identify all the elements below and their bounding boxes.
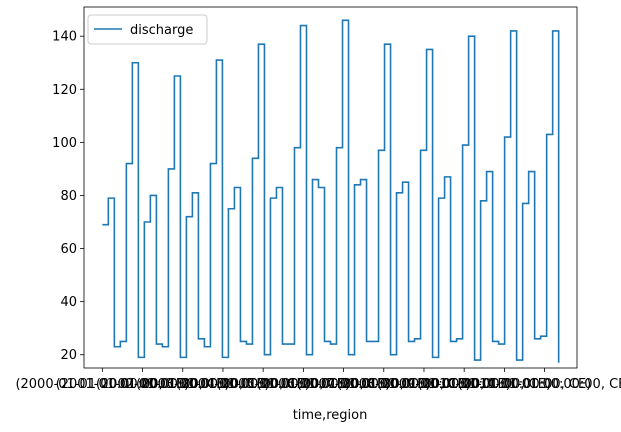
x-tick-label: (2010-01-01 00:00:00, CE) xyxy=(417,377,591,392)
series-line-discharge xyxy=(102,19,560,363)
x-tick-label: (2011-01-01 00:00:00, CE) xyxy=(458,377,621,392)
x-axis-label: time,region xyxy=(293,408,368,423)
y-tick-label: 80 xyxy=(60,189,77,204)
x-tick-label: (2009-01-01 00:00:00, CE) xyxy=(377,377,551,392)
y-tick-label: 120 xyxy=(52,83,77,98)
x-tick-label: (2005-01-01 00:00:00, CE) xyxy=(216,377,390,392)
y-tick-label: 100 xyxy=(52,136,77,151)
y-tick-label: 20 xyxy=(60,348,77,363)
x-tick-label: (2001-01-01 00:00:00, CE) xyxy=(56,377,230,392)
legend: discharge xyxy=(87,14,208,45)
y-axis: 20 40 60 80 100 120 140 xyxy=(52,30,84,363)
x-tick-label: (2007-01-01 00:00:00, CE) xyxy=(297,377,471,392)
x-tick-label: (2008-01-01 00:00:00, CE) xyxy=(337,377,511,392)
series-layer xyxy=(102,19,560,363)
plot-area xyxy=(84,7,577,368)
x-tick-label: (2003-01-01 00:00:00, CE) xyxy=(136,377,310,392)
x-axis: (2000-01-01 00:00:00, CE)(2001-01-01 00:… xyxy=(15,368,621,392)
plot-frame xyxy=(83,6,578,369)
y-tick-label: 140 xyxy=(52,30,77,45)
legend-entry-discharge: discharge xyxy=(130,23,193,38)
y-tick-label: 40 xyxy=(60,295,77,310)
x-tick-label: (2002-01-01 00:00:00, CE) xyxy=(96,377,270,392)
legend-box xyxy=(87,14,208,45)
x-tick-label: (2006-01-01 00:00:00, CE) xyxy=(257,377,431,392)
y-tick-label: 60 xyxy=(60,242,77,257)
x-tick-label: (2004-01-01 00:00:00, CE) xyxy=(176,377,350,392)
x-tick-label: (2000-01-01 00:00:00, CE) xyxy=(15,377,189,392)
